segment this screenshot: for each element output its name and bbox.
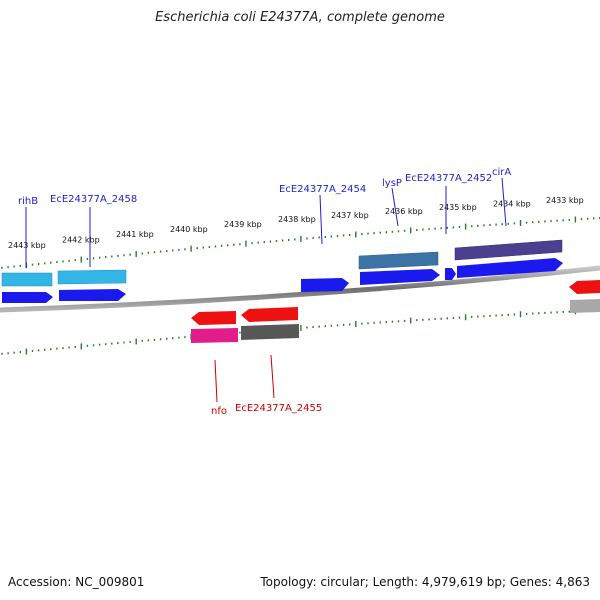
scale-label: 2439 kbp [224,220,262,229]
scale-ticks-top [1,216,600,269]
genome-backbone [0,265,600,313]
scale-label: 2440 kbp [170,225,208,234]
gene-labels: rihB EcE24377A_2458 EcE24377A_2454 lysP … [18,167,511,417]
gene-lysP-cds[interactable] [360,269,440,285]
gene-EcE24377A_2454-cds[interactable] [301,278,349,292]
gene-rihB-cds[interactable] [2,292,53,303]
scale-label: 2443 kbp [8,241,46,250]
scale-labels: 2443 kbp 2442 kbp 2441 kbp 2440 kbp 2439 kbp… [8,196,584,250]
gene-nfo-cds[interactable] [191,311,236,325]
gene-cirA-cds[interactable] [457,258,563,278]
map-title: Escherichia coli E24377A, complete genom… [155,10,445,25]
scale-label: 2435 kbp [439,203,477,212]
gene-right-edge[interactable] [570,299,600,313]
genome-summary-text: Topology: circular; Length: 4,979,619 bp… [260,575,590,589]
gene-EcE24377A_2452-cds[interactable] [445,268,456,280]
gene-label-EcE24377A_2458: EcE24377A_2458 [50,194,137,205]
gene-rihB[interactable] [1,272,53,287]
gene-label-rihB: rihB [18,196,38,207]
label-lines-bottom [214,354,275,403]
gene-label-nfo: nfo [211,406,227,417]
scale-ticks-bottom [1,308,600,355]
gene-label-EcE24377A_2454: EcE24377A_2454 [279,184,366,195]
gene-EcE24377A_2458[interactable] [57,269,127,285]
scale-label: 2441 kbp [116,230,154,239]
scale-label: 2433 kbp [546,196,584,205]
scale-label: 2438 kbp [278,215,316,224]
gene-cirA[interactable] [454,239,563,261]
scale-label: 2434 kbp [493,199,531,208]
forward-inner-track [2,258,563,303]
gene-label-EcE24377A_2455: EcE24377A_2455 [235,403,322,414]
gene-lysP[interactable] [358,251,439,270]
gene-label-cirA: cirA [492,167,511,178]
gene-right-edge-cds[interactable] [569,280,600,294]
gene-EcE24377A_2455[interactable] [241,324,299,340]
scale-label: 2437 kbp [331,211,369,220]
gene-label-EcE24377A_2452: EcE24377A_2452 [405,173,492,184]
gene-nfo[interactable] [191,328,238,343]
accession-text: Accession: NC_009801 [8,575,145,589]
forward-outer-track [1,239,563,287]
gene-EcE24377A_2458-cds[interactable] [59,289,126,301]
gene-EcE24377A_2455-cds[interactable] [241,307,298,322]
reverse-track [191,280,600,343]
scale-label: 2436 kbp [385,207,423,216]
label-lines-top [25,177,507,268]
scale-label: 2442 kbp [62,236,100,245]
gene-label-lysP: lysP [382,178,402,189]
